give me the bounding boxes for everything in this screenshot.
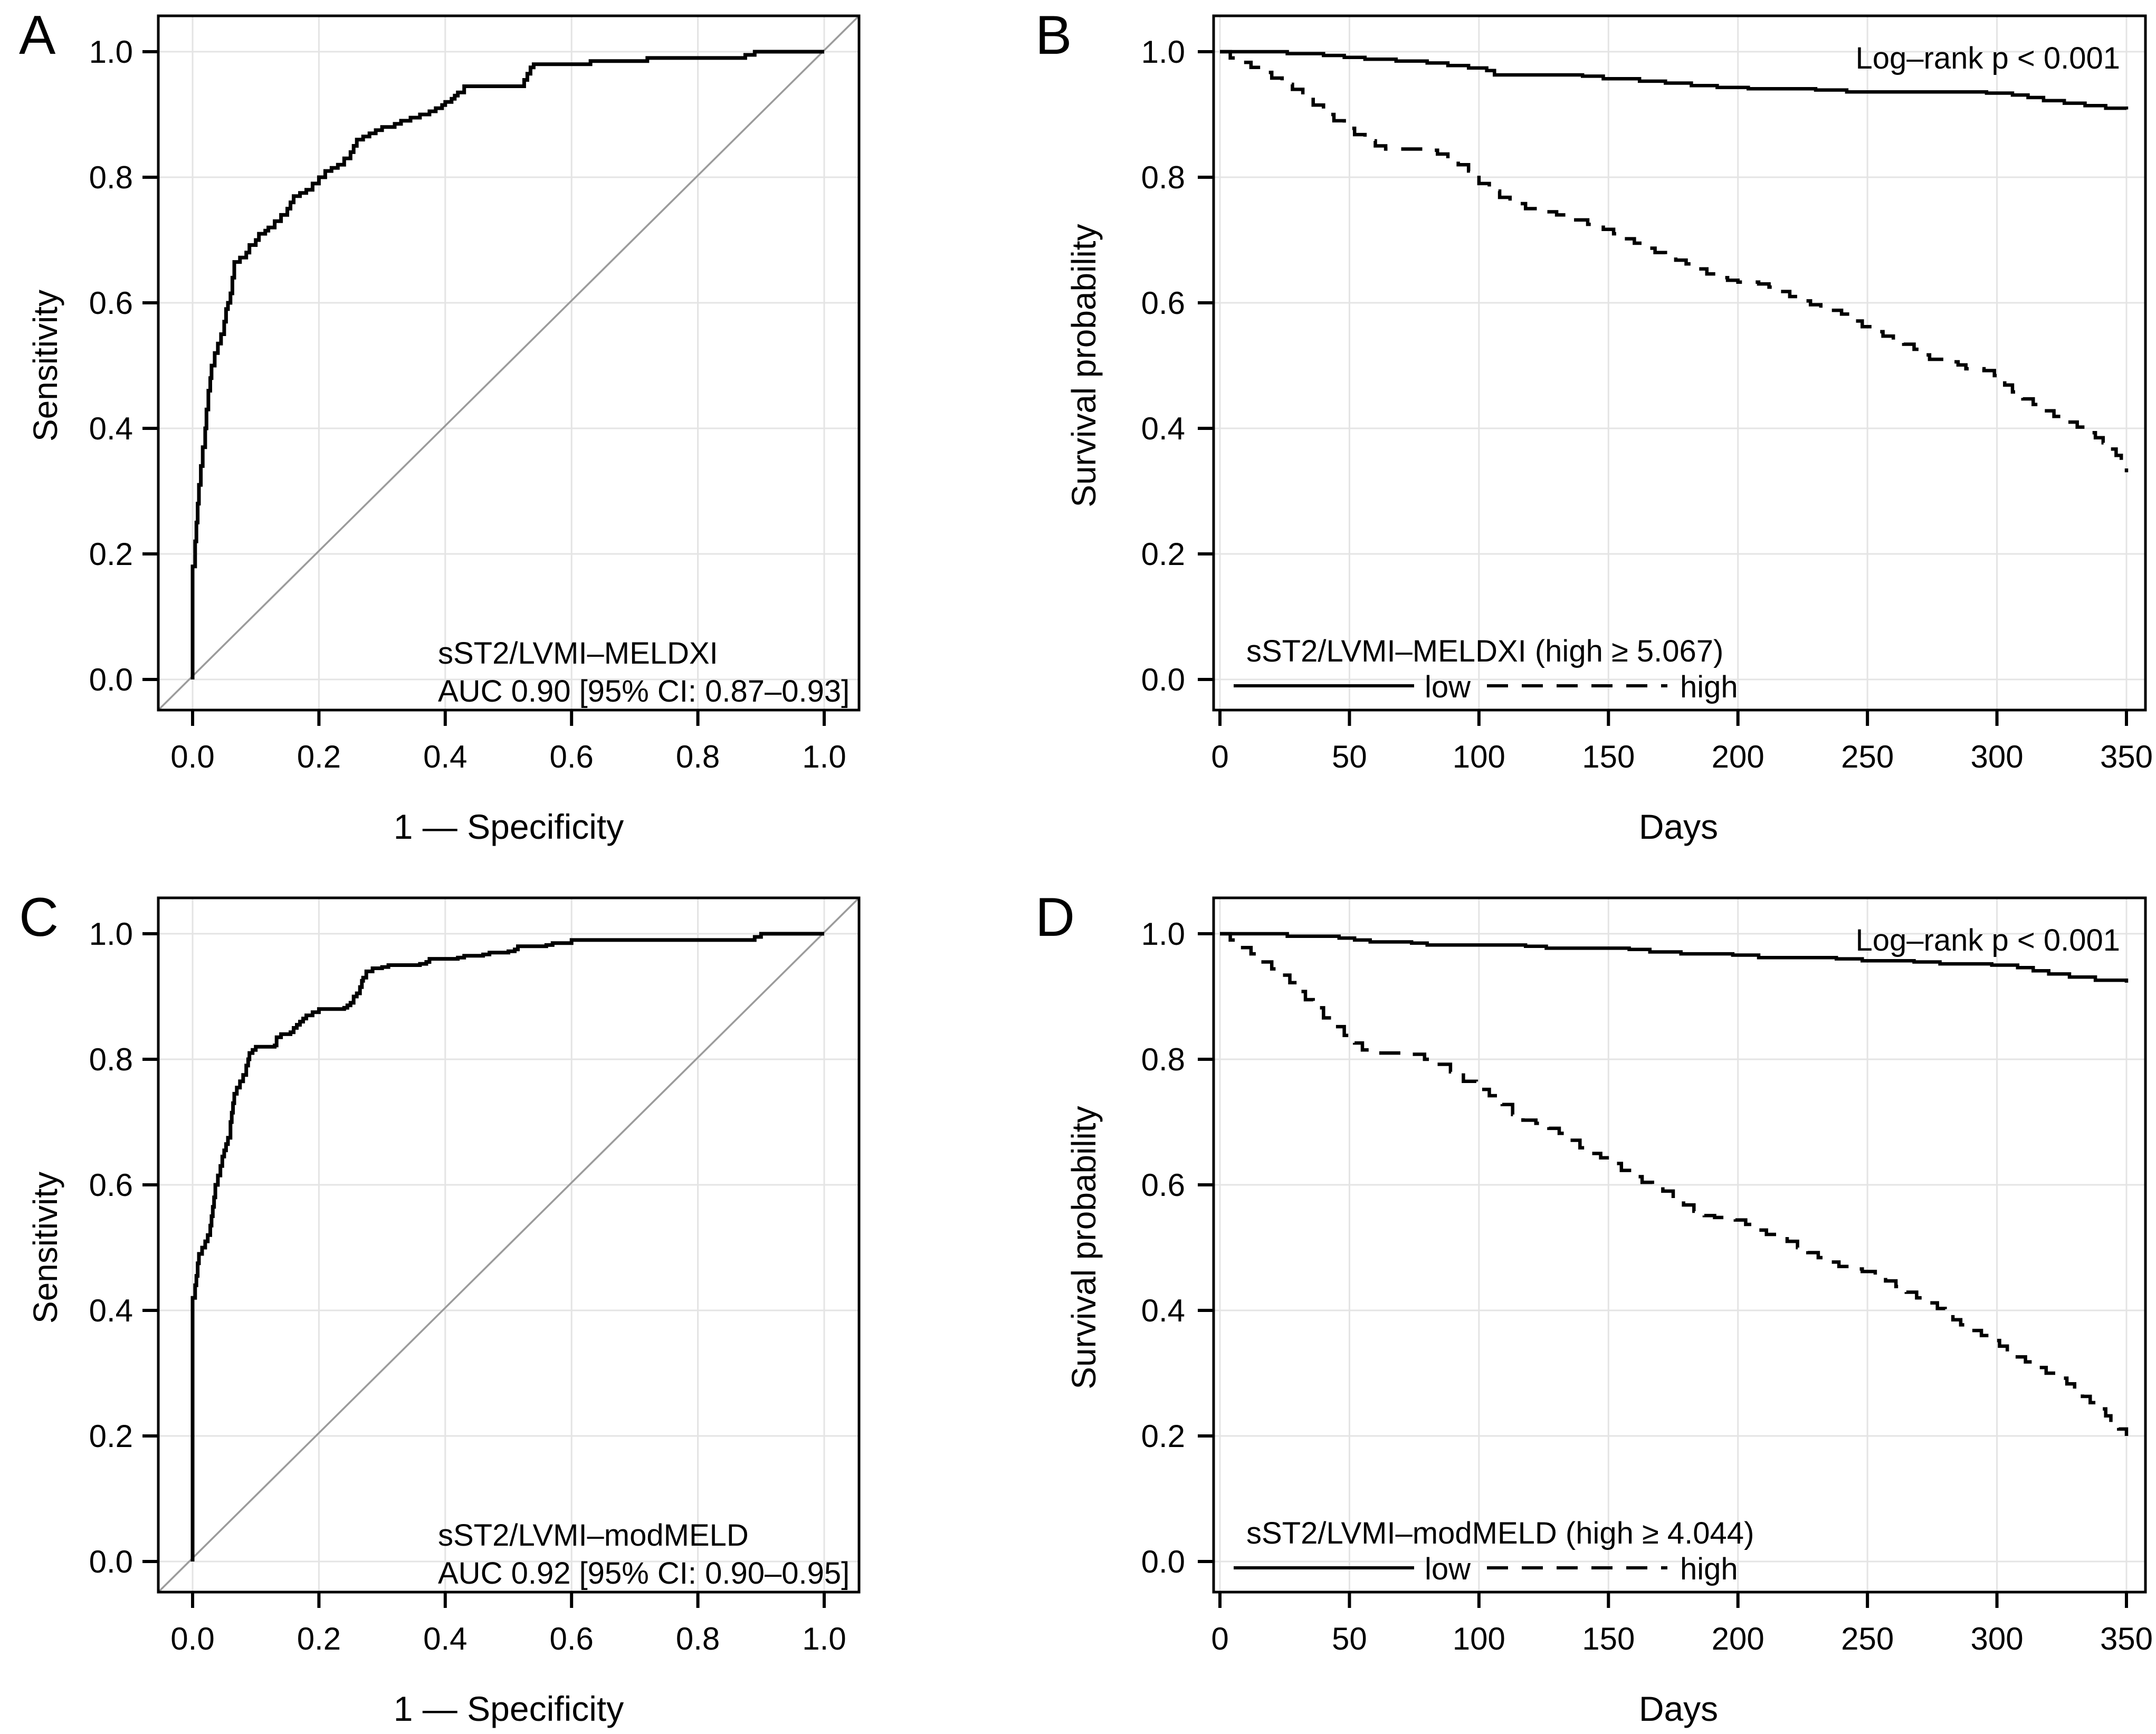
x-tick-label: 0.8: [676, 739, 720, 774]
panel-a-roc-meldxi: 0.0 0.2 0.4 0.6 0.8 1.0 0.0 0.2 0.4 0.6 0.8 1.0 1 — …: [19, 5, 861, 846]
y-tick-label: 0.6: [1141, 1167, 1185, 1203]
x-tick-label: 50: [1332, 739, 1367, 774]
x-tick-label: 0.4: [423, 1621, 467, 1656]
y-tick-label: 0.4: [89, 1293, 133, 1328]
plot-border: [1212, 896, 2147, 1594]
logrank-pvalue: Log–rank p < 0.001: [1856, 41, 2120, 75]
panel-c-roc-modmeld: 0.0 0.2 0.4 0.6 0.8 1.0 0.0 0.2 0.4 0.6 0.8 1.0 1 — …: [19, 887, 861, 1728]
y-tick-label: 0.8: [1141, 160, 1185, 195]
x-tick-label: 0.8: [676, 1621, 720, 1656]
y-tick-label: 0.2: [89, 1419, 133, 1454]
x-tick-label: 150: [1582, 1621, 1635, 1656]
y-tick-label: 0.8: [1141, 1042, 1185, 1077]
panel-letter: A: [19, 5, 56, 66]
x-tick-label: 0: [1211, 1621, 1228, 1656]
x-tick-label: 300: [1971, 739, 2024, 774]
x-axis-title: 1 — Specificity: [394, 1689, 624, 1728]
panel-d-km-modmeld: 0 50 100 150 200 250 300 350 0.0 0.2 0.4 0.6 0.8 1.0 D…: [1035, 887, 2153, 1728]
x-tick-label: 0.2: [297, 739, 341, 774]
km-curve-low: [1220, 50, 2129, 110]
x-axis-title: Days: [1639, 1689, 1718, 1728]
annotation-model-name: sST2/LVMI–modMELD: [438, 1518, 749, 1553]
legend-title: sST2/LVMI–modMELD (high ≥ 4.044): [1246, 1516, 1754, 1550]
y-tick-label: 0.4: [89, 411, 133, 446]
y-tick-label: 0.8: [89, 1042, 133, 1077]
x-tick-label: 50: [1332, 1621, 1367, 1656]
x-tick-label: 1.0: [802, 739, 846, 774]
y-tick-label: 1.0: [1141, 34, 1185, 70]
x-tick-label: 200: [1712, 1621, 1764, 1656]
annotation-auc-value: AUC 0.92 [95% CI: 0.90–0.95]: [438, 1556, 850, 1591]
x-tick-label: 0.2: [297, 1621, 341, 1656]
y-tick-label: 1.0: [1141, 916, 1185, 952]
x-tick-label: 0.0: [170, 1621, 214, 1656]
x-tick-label: 0.4: [423, 739, 467, 774]
y-axis-title: Sensitivity: [26, 290, 64, 442]
panel-letter: B: [1035, 5, 1072, 66]
km-curve-low: [1220, 932, 2129, 983]
x-tick-label: 0.0: [170, 739, 214, 774]
x-tick-label: 300: [1971, 1621, 2024, 1656]
legend-label-low: low: [1425, 1552, 1471, 1586]
y-tick-label: 0.8: [89, 160, 133, 195]
y-tick-label: 0.6: [1141, 285, 1185, 321]
km-curve-high: [1220, 50, 2129, 473]
x-axis-title: 1 — Specificity: [394, 807, 624, 846]
plot-border: [157, 14, 861, 712]
y-tick-label: 0.0: [1141, 1544, 1185, 1579]
y-tick-label: 0.0: [89, 662, 133, 697]
plot-border: [157, 896, 861, 1594]
x-tick-label: 350: [2100, 1621, 2153, 1656]
legend-label-high: high: [1680, 1552, 1738, 1586]
y-tick-label: 0.2: [89, 537, 133, 572]
x-tick-label: 200: [1712, 739, 1764, 774]
annotation-model-name: sST2/LVMI–MELDXI: [438, 636, 718, 670]
diagonal-reference-line: [157, 897, 860, 1593]
y-tick-label: 0.0: [89, 1544, 133, 1579]
panel-letter: C: [19, 887, 59, 948]
panel-letter: D: [1035, 887, 1075, 948]
y-tick-label: 0.0: [1141, 662, 1185, 697]
km-curve-high: [1220, 932, 2129, 1436]
y-axis-title: Sensitivity: [26, 1172, 64, 1324]
x-tick-label: 250: [1841, 1621, 1894, 1656]
roc-curve: [190, 932, 824, 1561]
legend-label-high: high: [1680, 670, 1738, 704]
plot-border: [1212, 14, 2147, 712]
y-axis-title: Survival probability: [1065, 224, 1103, 507]
logrank-pvalue: Log–rank p < 0.001: [1856, 923, 2120, 957]
x-tick-label: 100: [1453, 739, 1505, 774]
y-tick-label: 0.2: [1141, 1419, 1185, 1454]
annotation-auc-value: AUC 0.90 [95% CI: 0.87–0.93]: [438, 674, 850, 708]
x-tick-label: 350: [2100, 739, 2153, 774]
x-tick-label: 250: [1841, 739, 1894, 774]
x-tick-label: 0.6: [549, 739, 593, 774]
roc-curve: [190, 50, 824, 679]
y-tick-label: 0.2: [1141, 537, 1185, 572]
x-tick-label: 100: [1453, 1621, 1505, 1656]
x-tick-label: 150: [1582, 739, 1635, 774]
y-tick-label: 0.6: [89, 1167, 133, 1203]
y-tick-label: 1.0: [89, 34, 133, 70]
y-tick-label: 0.6: [89, 285, 133, 321]
diagonal-reference-line: [157, 15, 860, 711]
y-axis-title: Survival probability: [1065, 1106, 1103, 1389]
x-axis-title: Days: [1639, 807, 1718, 846]
x-tick-label: 1.0: [802, 1621, 846, 1656]
y-tick-label: 0.4: [1141, 1293, 1185, 1328]
x-tick-label: 0.6: [549, 1621, 593, 1656]
legend-label-low: low: [1425, 670, 1471, 704]
panel-b-km-meldxi: 0 50 100 150 200 250 300 350 0.0 0.2 0.4 0.6 0.8 1.0 D…: [1035, 5, 2153, 846]
y-tick-label: 0.4: [1141, 411, 1185, 446]
legend-title: sST2/LVMI–MELDXI (high ≥ 5.067): [1246, 634, 1723, 668]
x-tick-label: 0: [1211, 739, 1228, 774]
y-tick-label: 1.0: [89, 916, 133, 952]
